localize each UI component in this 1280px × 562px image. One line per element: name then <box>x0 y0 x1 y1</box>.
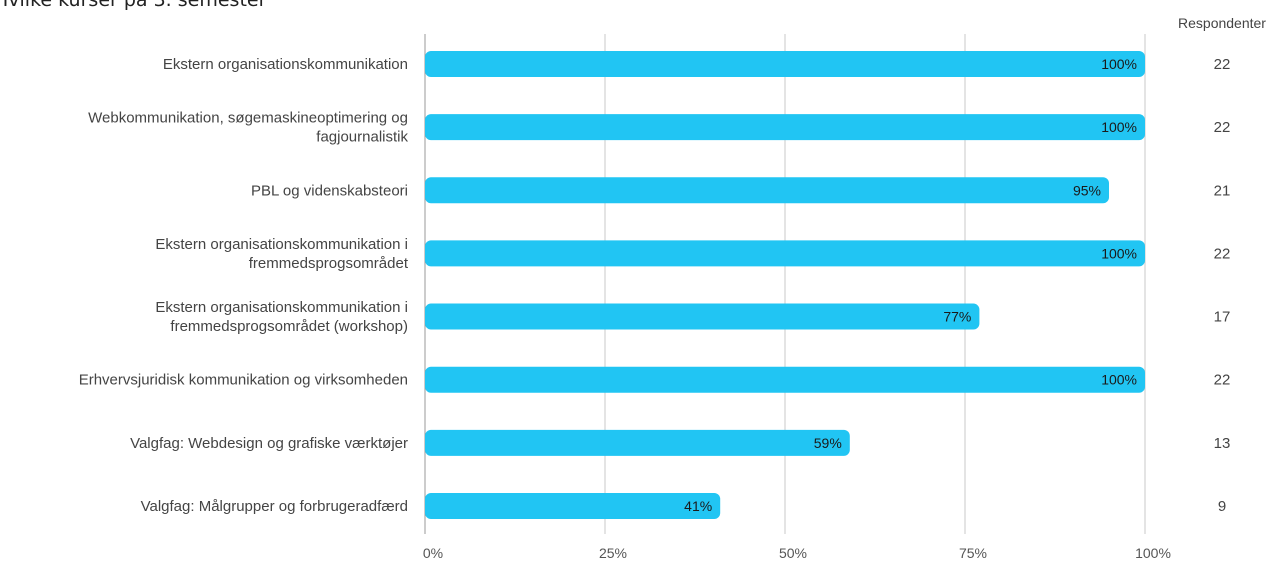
bar-value-label: 100% <box>1101 245 1137 261</box>
bar-value-label: 59% <box>814 435 842 451</box>
x-tick-label: 25% <box>599 545 627 561</box>
respondent-counts: 22 22 21 22 17 22 13 9 <box>1214 56 1231 515</box>
bar <box>425 51 1145 77</box>
bar <box>425 240 1145 267</box>
bar-value-label: 41% <box>684 498 712 514</box>
bar-value-label: 100% <box>1101 372 1137 388</box>
respondent-count: 17 <box>1214 309 1231 326</box>
chart-title: Hvilke kurser på 3. semester <box>0 0 267 11</box>
bar <box>425 429 850 456</box>
x-tick-label: 75% <box>959 545 987 561</box>
gridlines <box>424 34 1146 534</box>
category-label: PBL og videnskabsteori <box>251 182 408 199</box>
bar <box>425 177 1109 204</box>
category-label: Webkommunikation, søgemaskineoptimering … <box>88 110 408 127</box>
x-tick-label: 0% <box>423 545 443 561</box>
category-label: Ekstern organisationskommunikation i <box>155 299 408 316</box>
x-axis-ticks: 0% 25% 50% 75% 100% <box>423 545 1171 561</box>
category-label: Erhvervsjuridisk kommunikation og virkso… <box>79 372 408 389</box>
respondent-count: 22 <box>1214 372 1231 389</box>
category-label: fremmedsprogsområdet <box>249 255 409 272</box>
category-label: Valgfag: Webdesign og grafiske værktøjer <box>130 435 408 452</box>
respondent-count: 9 <box>1218 498 1226 515</box>
category-label: Valgfag: Målgrupper og forbrugeradfærd <box>141 498 408 515</box>
bar <box>425 366 1145 393</box>
respondents-header: Respondenter <box>1178 15 1266 31</box>
respondent-count: 22 <box>1214 56 1231 73</box>
bar <box>425 114 1145 141</box>
bar-value-label: 100% <box>1101 56 1137 72</box>
bar-value-label: 100% <box>1101 119 1137 135</box>
x-tick-label: 50% <box>779 545 807 561</box>
category-label: Ekstern organisationskommunikation <box>163 56 408 73</box>
respondent-count: 21 <box>1214 182 1231 199</box>
category-labels: Ekstern organisationskommunikation Webkom… <box>79 56 409 515</box>
bar <box>425 492 721 519</box>
respondent-count: 22 <box>1214 245 1231 262</box>
respondent-count: 13 <box>1214 435 1231 452</box>
bar-value-label: 95% <box>1073 182 1101 198</box>
bar <box>425 303 980 330</box>
category-label: fagjournalistik <box>316 129 408 146</box>
bars: 100% 100% 95% 100% 77% 100% 59% 41% <box>425 51 1145 519</box>
bar-value-label: 77% <box>943 309 971 325</box>
respondent-count: 22 <box>1214 119 1231 136</box>
category-label: fremmedsprogsområdet (workshop) <box>170 318 408 335</box>
category-label: Ekstern organisationskommunikation i <box>155 236 408 253</box>
x-tick-label: 100% <box>1135 545 1171 561</box>
